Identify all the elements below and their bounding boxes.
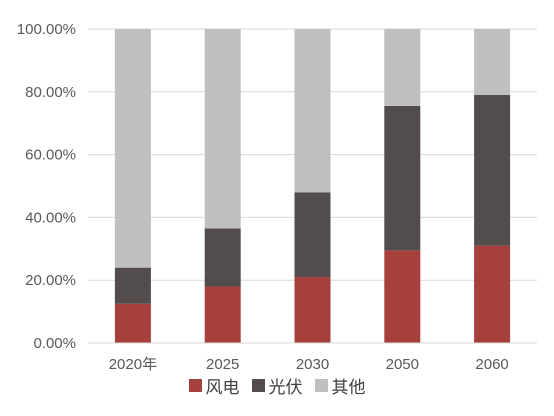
bar-segment [204, 29, 241, 229]
x-category-label: 2030 [296, 356, 329, 372]
bar-segment [114, 267, 151, 304]
legend-label: 光伏 [268, 377, 303, 398]
bar-segment [474, 245, 511, 343]
bar-segment [204, 286, 241, 343]
y-tick-label: 40.00% [25, 209, 76, 226]
bar-segment [384, 250, 421, 343]
bar-segment [384, 105, 421, 251]
bar-segment [114, 29, 151, 268]
y-tick-label: 100.00% [17, 21, 76, 38]
legend-swatch [314, 378, 328, 392]
legend-swatch [251, 378, 265, 392]
bar-segment [294, 29, 331, 193]
bar-segment [384, 29, 421, 106]
bar-segment [474, 29, 511, 95]
x-axis-category-labels: 2020年 2025 2030 2050 2060 [109, 356, 509, 372]
bar-segment [474, 94, 511, 246]
y-tick-label: 80.00% [25, 84, 76, 101]
y-tick-label: 60.00% [25, 147, 76, 164]
legend-label: 其他 [331, 377, 366, 398]
legend-label: 风电 [205, 377, 240, 398]
legend-item: 风电 [188, 373, 240, 398]
x-category-label: 2025 [206, 356, 239, 372]
y-tick-label: 20.00% [25, 272, 76, 289]
stacked-bar-chart: 0.00% 20.00% 40.00% 60.00% 80.00% 100.00% 202… [17, 21, 537, 372]
legend-item: 其他 [314, 373, 366, 398]
x-category-label: 2020年 [109, 356, 157, 372]
bar-segment [294, 277, 331, 343]
bars [114, 29, 511, 343]
legend-swatch [188, 378, 202, 392]
bar-segment [294, 192, 331, 278]
x-category-label: 2060 [475, 356, 508, 372]
bar-segment [204, 228, 241, 287]
y-axis-tick-labels: 0.00% 20.00% 40.00% 60.00% 80.00% 100.00% [17, 21, 76, 352]
bar-segment [114, 303, 151, 343]
legend-item: 光伏 [251, 373, 303, 398]
y-tick-label: 0.00% [33, 335, 76, 352]
legend: 风电 光伏 其他 [0, 372, 554, 398]
x-category-label: 2050 [386, 356, 419, 372]
